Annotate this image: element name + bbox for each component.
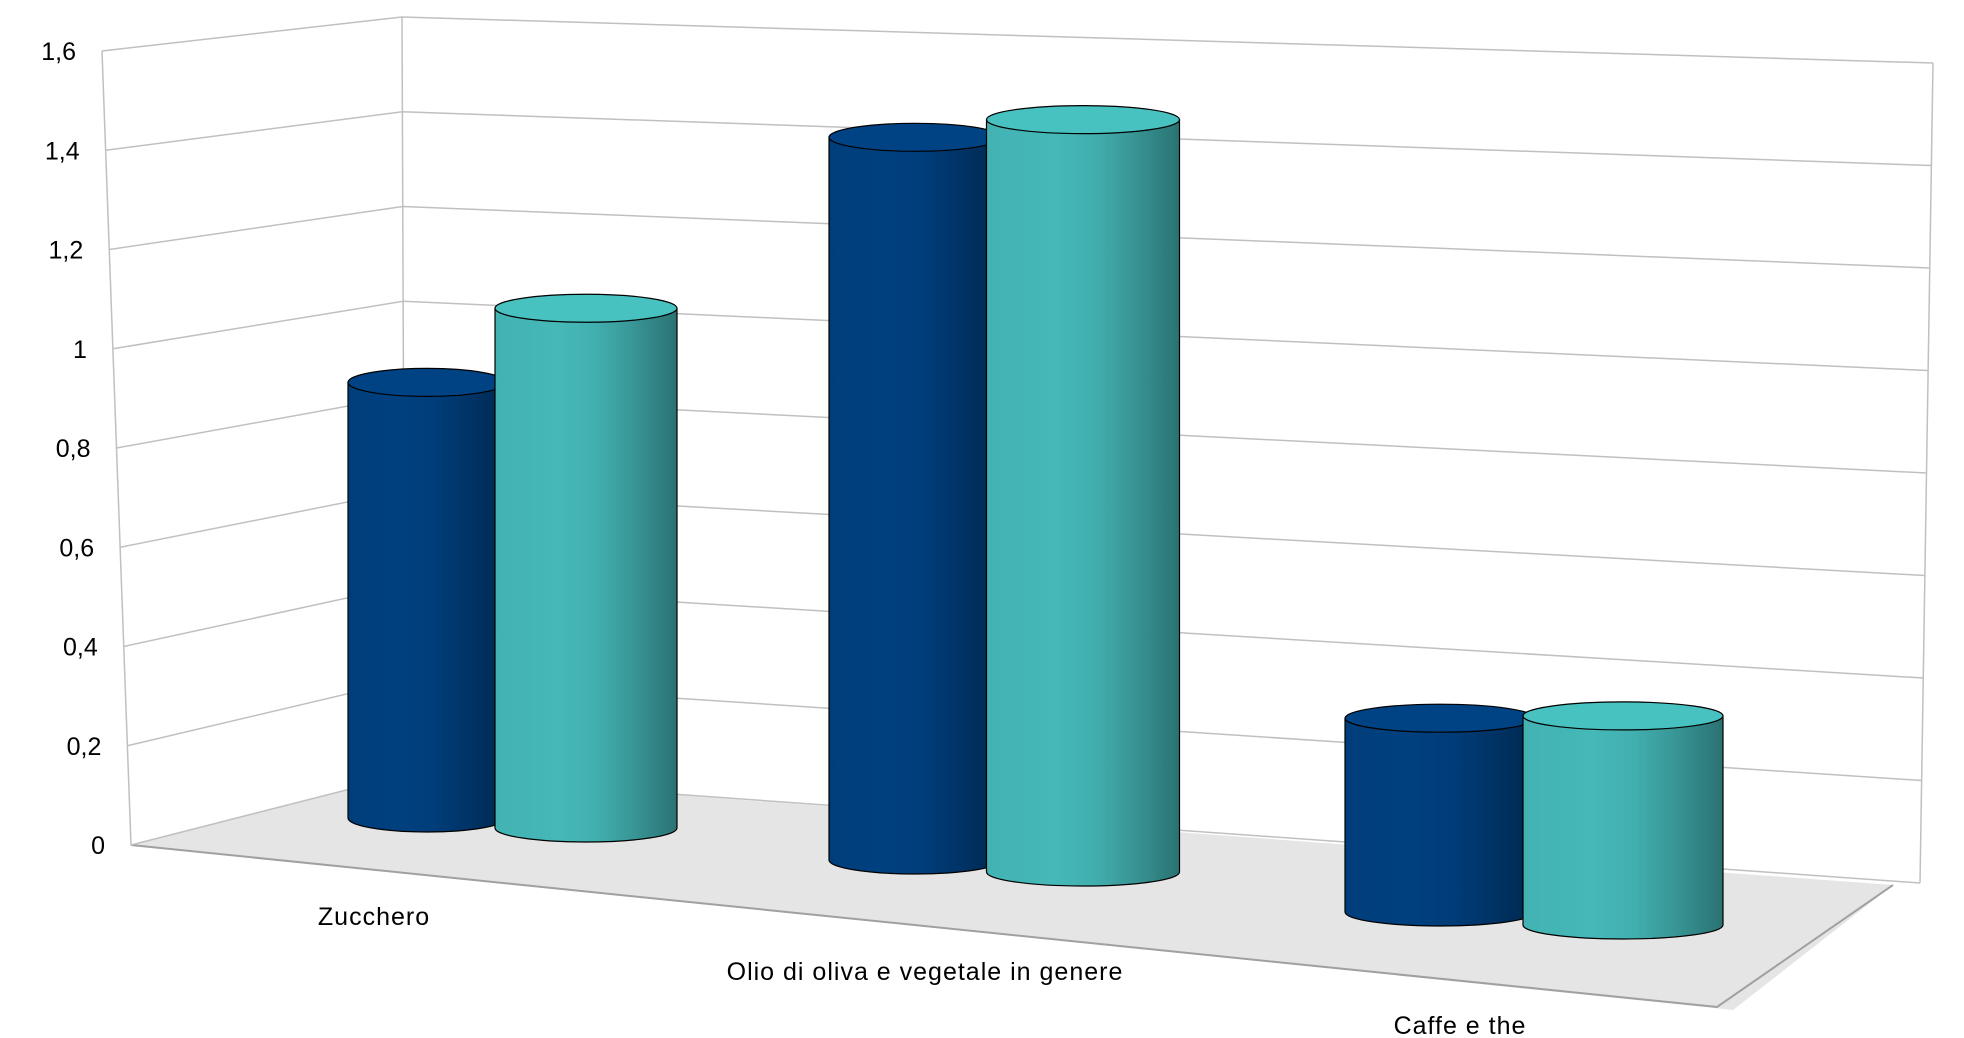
y-tick-label: 1 bbox=[73, 336, 87, 364]
y-tick-label: 0,2 bbox=[67, 733, 102, 761]
y-tick-label: 1,2 bbox=[48, 237, 83, 265]
wall-edge bbox=[1919, 62, 1934, 884]
x-category-label: Zucchero bbox=[318, 903, 430, 931]
y-axis-tick-labels: 0 0,2 0,4 0,6 0,8 1 1,2 1,4 1,6 bbox=[41, 38, 105, 860]
x-axis-category-labels: Zucchero Olio di oliva e vegetale in gene… bbox=[318, 903, 1527, 1038]
wall-edge bbox=[101, 50, 132, 846]
bar-top bbox=[347, 367, 507, 397]
bar-body bbox=[985, 119, 1181, 887]
bar-top bbox=[985, 104, 1181, 135]
bar bbox=[985, 104, 1181, 887]
bar bbox=[1344, 703, 1536, 927]
bar-top bbox=[828, 122, 1002, 152]
bar-top bbox=[1344, 703, 1536, 733]
y-tick-label: 1,4 bbox=[45, 137, 80, 165]
gridline bbox=[101, 16, 1934, 64]
bar-top bbox=[1522, 701, 1724, 731]
bar bbox=[347, 367, 507, 833]
floor-edge bbox=[130, 844, 1894, 1009]
bar-top bbox=[494, 293, 678, 323]
bar-body bbox=[494, 307, 678, 843]
x-category-label: Caffe e the bbox=[1394, 1012, 1527, 1038]
bar bbox=[494, 293, 678, 843]
y-tick-label: 0 bbox=[91, 832, 105, 860]
y-tick-label: 0,4 bbox=[63, 634, 98, 662]
bars bbox=[347, 104, 1724, 940]
bar bbox=[828, 122, 1002, 875]
bar-body bbox=[347, 381, 507, 833]
bar-body bbox=[1522, 715, 1724, 940]
bar bbox=[1522, 701, 1724, 940]
y-tick-label: 1,6 bbox=[41, 38, 76, 66]
y-tick-label: 0,6 bbox=[59, 534, 94, 562]
bar-body bbox=[828, 136, 1002, 875]
y-tick-label: 0,8 bbox=[56, 435, 91, 463]
bar-body bbox=[1344, 717, 1536, 927]
x-category-label: Olio di oliva e vegetale in genere bbox=[727, 958, 1124, 986]
